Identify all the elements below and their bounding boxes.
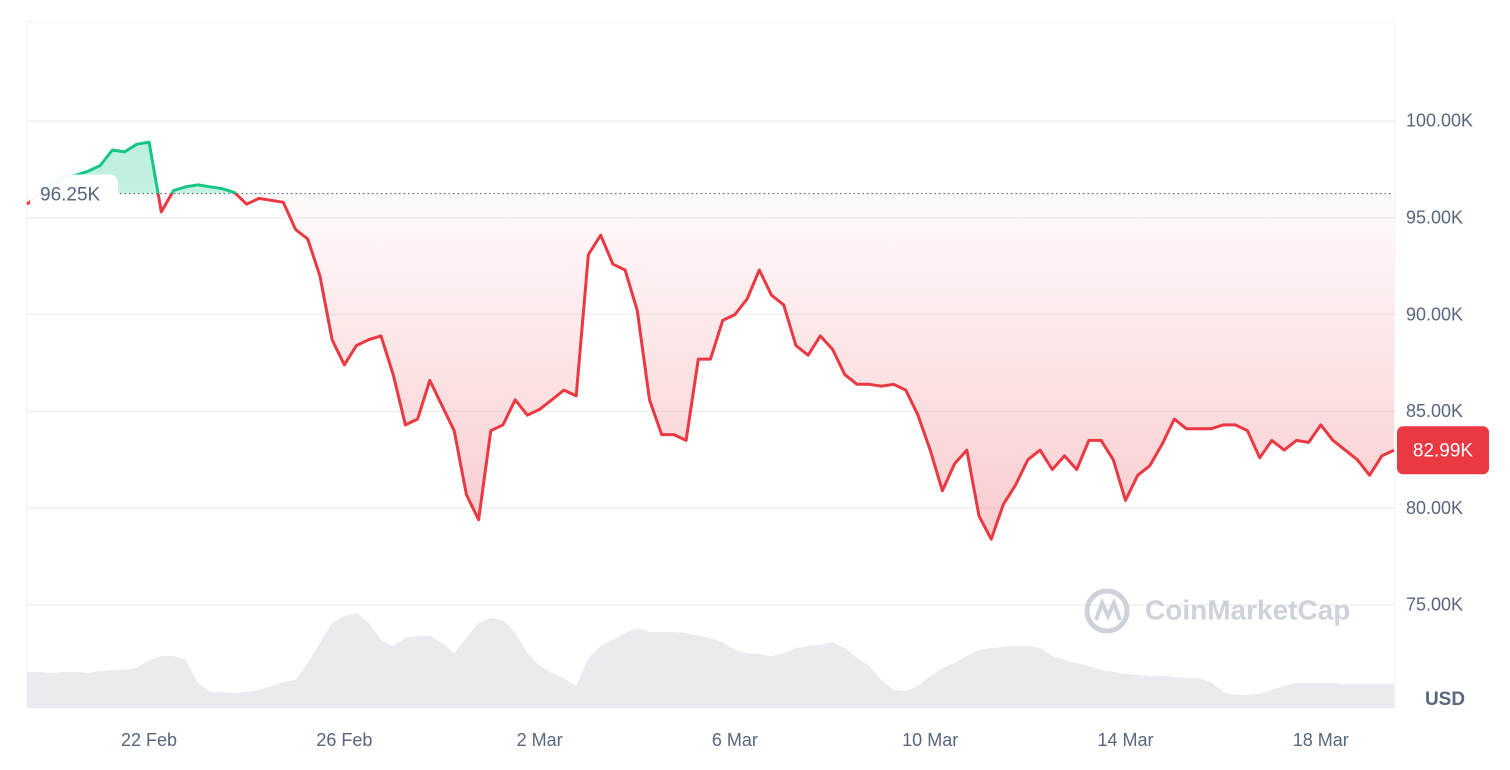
price-area	[27, 142, 1394, 540]
x-tick-label: 26 Feb	[316, 730, 372, 750]
watermark-logo	[1084, 588, 1130, 634]
x-tick-label: 18 Mar	[1293, 730, 1349, 750]
x-tick-label: 22 Feb	[121, 730, 177, 750]
watermark-logo	[1094, 597, 1122, 621]
y-tick-label: 85.00K	[1406, 401, 1463, 421]
price-line	[26, 140, 1395, 541]
y-tick-label: 80.00K	[1406, 498, 1463, 518]
y-tick-label: 100.00K	[1406, 111, 1473, 131]
volume-area	[27, 613, 1394, 708]
baseline-label: 96.25K	[40, 185, 101, 206]
volume-layer	[27, 613, 1394, 708]
watermark-text: CoinMarketCap	[1145, 594, 1350, 625]
x-tick-label: 10 Mar	[902, 730, 958, 750]
last-price-tag	[1397, 426, 1489, 475]
currency-label: USD	[1425, 689, 1465, 710]
x-tick-label: 6 Mar	[712, 730, 758, 750]
y-tick-label: 75.00K	[1406, 595, 1463, 615]
y-tick-label: 95.00K	[1406, 208, 1463, 228]
x-tick-label: 2 Mar	[517, 730, 563, 750]
y-tick-label: 90.00K	[1406, 304, 1463, 324]
x-tick-label: 14 Mar	[1097, 730, 1153, 750]
last-price-label: 82.99K	[1413, 440, 1474, 461]
watermark: CoinMarketCap	[1084, 588, 1350, 634]
baseline-label-box	[30, 174, 118, 211]
plot: 96.25K 82.99K	[26, 140, 1489, 541]
